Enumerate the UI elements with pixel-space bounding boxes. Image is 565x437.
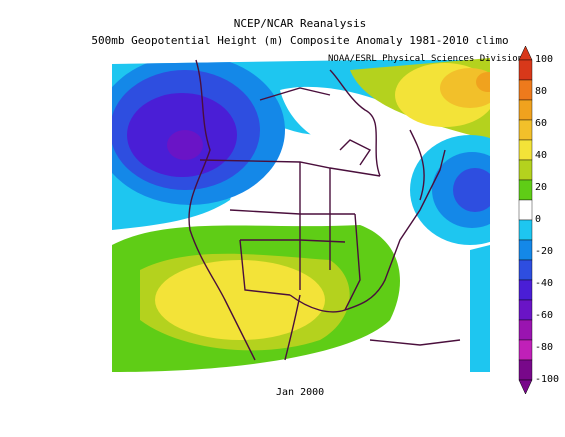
- colorbar-segment: [518, 319, 533, 341]
- colorbar-segment: [518, 179, 533, 201]
- colorbar-tick-label: 40: [535, 150, 548, 161]
- colorbar-tick-label: 80: [535, 86, 548, 97]
- colorbar-segments: [518, 45, 533, 395]
- colorbar-segment: [518, 199, 533, 221]
- colorbar-tick-label: 60: [535, 118, 548, 129]
- colorbar-segment: [518, 59, 533, 81]
- colorbar-segment: [518, 99, 533, 121]
- colorbar-segment: [518, 279, 533, 301]
- colorbar-tick-label: -60: [535, 310, 554, 321]
- colorbar-arrow-top: [518, 45, 533, 61]
- colorbar-tick-label: 100: [535, 54, 554, 65]
- colorbar-segment: [518, 259, 533, 281]
- credit-label: NOAA/ESRL Physical Sciences Division: [328, 54, 524, 64]
- chart-title-line1: NCEP/NCAR Reanalysis: [233, 17, 367, 30]
- colorbar-segment: [518, 299, 533, 321]
- colorbar-segment: [518, 119, 533, 141]
- colorbar-segment: [518, 239, 533, 261]
- chart-title-line2: 500mb Geopotential Height (m) Composite …: [91, 34, 509, 47]
- colorbar-tick-label: -80: [535, 342, 554, 353]
- anomaly-field: [112, 58, 490, 372]
- colorbar-segment: [518, 219, 533, 241]
- colorbar-tick-label: -20: [535, 246, 554, 257]
- colorbar-segment: [518, 359, 533, 381]
- colorbar-tick-label: -40: [535, 278, 554, 289]
- map-borders: [188, 59, 461, 361]
- colorbar-segment: [518, 139, 533, 161]
- colorbar-tick-label: -100: [535, 374, 560, 385]
- colorbar-tick-label: 0: [535, 214, 542, 225]
- colorbar-arrow-bottom: [518, 379, 533, 395]
- colorbar-segment: [518, 79, 533, 101]
- colorbar-tick-label: 20: [535, 182, 548, 193]
- date-label: Jan 2000: [276, 387, 325, 398]
- colorbar-segment: [518, 339, 533, 361]
- colorbar-segment: [518, 159, 533, 181]
